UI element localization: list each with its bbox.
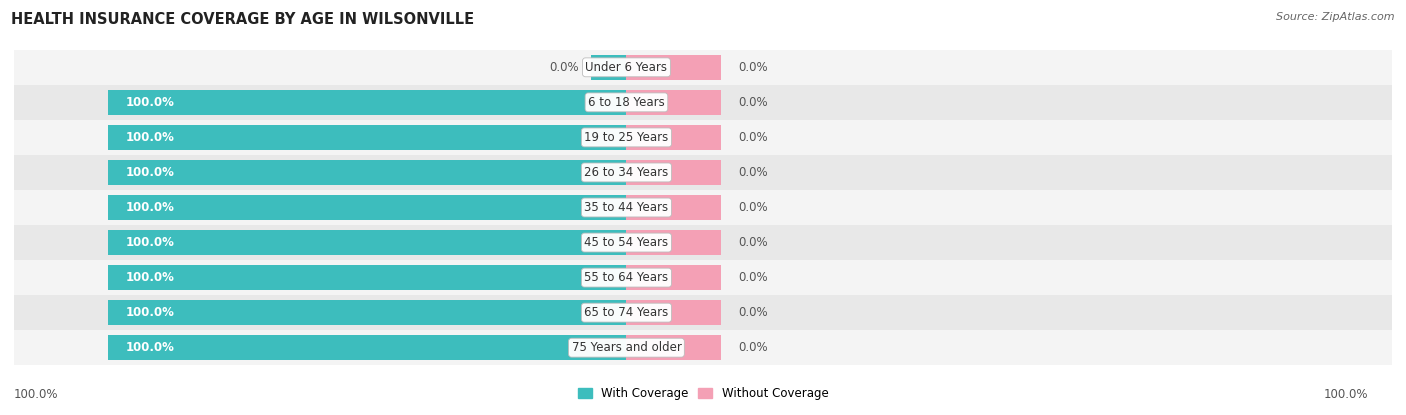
- Bar: [108, 90, 627, 115]
- Text: 100.0%: 100.0%: [127, 236, 174, 249]
- Bar: [108, 300, 627, 325]
- Text: 100.0%: 100.0%: [127, 166, 174, 179]
- Text: 0.0%: 0.0%: [738, 201, 768, 214]
- Legend: With Coverage, Without Coverage: With Coverage, Without Coverage: [578, 387, 828, 400]
- Text: 100.0%: 100.0%: [127, 341, 174, 354]
- Text: 100.0%: 100.0%: [127, 201, 174, 214]
- Bar: [591, 55, 627, 80]
- Text: 0.0%: 0.0%: [738, 306, 768, 319]
- Bar: [14, 50, 1392, 85]
- Bar: [14, 295, 1392, 330]
- Text: 75 Years and older: 75 Years and older: [571, 341, 682, 354]
- Bar: [108, 160, 627, 185]
- Text: 100.0%: 100.0%: [127, 271, 174, 284]
- Text: 26 to 34 Years: 26 to 34 Years: [585, 166, 669, 179]
- Bar: [14, 190, 1392, 225]
- Bar: [14, 330, 1392, 365]
- Bar: [627, 195, 721, 220]
- Text: 0.0%: 0.0%: [738, 61, 768, 74]
- Bar: [627, 300, 721, 325]
- Bar: [14, 85, 1392, 120]
- Bar: [14, 225, 1392, 260]
- Text: 35 to 44 Years: 35 to 44 Years: [585, 201, 668, 214]
- Bar: [627, 90, 721, 115]
- Bar: [14, 120, 1392, 155]
- Bar: [108, 125, 627, 150]
- Text: 45 to 54 Years: 45 to 54 Years: [585, 236, 668, 249]
- Text: HEALTH INSURANCE COVERAGE BY AGE IN WILSONVILLE: HEALTH INSURANCE COVERAGE BY AGE IN WILS…: [11, 12, 474, 27]
- Text: 100.0%: 100.0%: [127, 131, 174, 144]
- Text: Under 6 Years: Under 6 Years: [585, 61, 668, 74]
- Text: 0.0%: 0.0%: [738, 236, 768, 249]
- Bar: [627, 125, 721, 150]
- Text: 100.0%: 100.0%: [127, 306, 174, 319]
- Text: 0.0%: 0.0%: [738, 271, 768, 284]
- Text: 6 to 18 Years: 6 to 18 Years: [588, 96, 665, 109]
- Text: Source: ZipAtlas.com: Source: ZipAtlas.com: [1277, 12, 1395, 22]
- Bar: [627, 55, 721, 80]
- Bar: [108, 335, 627, 360]
- Bar: [627, 160, 721, 185]
- Bar: [14, 260, 1392, 295]
- Text: 65 to 74 Years: 65 to 74 Years: [585, 306, 669, 319]
- Text: 0.0%: 0.0%: [738, 96, 768, 109]
- Bar: [627, 265, 721, 290]
- Bar: [627, 230, 721, 255]
- Text: 19 to 25 Years: 19 to 25 Years: [585, 131, 669, 144]
- Bar: [108, 265, 627, 290]
- Bar: [108, 230, 627, 255]
- Text: 100.0%: 100.0%: [14, 388, 59, 401]
- Text: 100.0%: 100.0%: [127, 96, 174, 109]
- Text: 0.0%: 0.0%: [738, 131, 768, 144]
- Text: 0.0%: 0.0%: [738, 166, 768, 179]
- Text: 100.0%: 100.0%: [1324, 388, 1368, 401]
- Text: 55 to 64 Years: 55 to 64 Years: [585, 271, 668, 284]
- Text: 0.0%: 0.0%: [550, 61, 579, 74]
- Text: 0.0%: 0.0%: [738, 341, 768, 354]
- Bar: [14, 155, 1392, 190]
- Bar: [627, 335, 721, 360]
- Bar: [108, 195, 627, 220]
